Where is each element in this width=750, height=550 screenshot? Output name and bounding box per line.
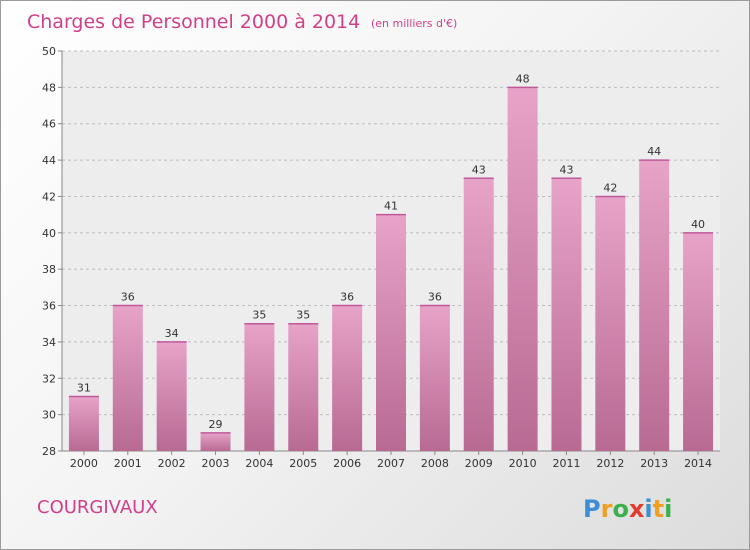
- logo-letter: t: [653, 495, 664, 523]
- y-tick-label: 50: [42, 45, 56, 58]
- commune-name: COURGIVAUX: [37, 497, 158, 518]
- logo-letter: o: [612, 495, 629, 523]
- bar-2006: [332, 305, 363, 451]
- value-label-2002: 34: [165, 327, 179, 340]
- x-tick-label-2000: 2000: [70, 457, 98, 470]
- bar-2005: [288, 323, 319, 451]
- y-tick-label: 40: [42, 227, 56, 240]
- x-tick-label-2014: 2014: [684, 457, 712, 470]
- y-tick-label: 30: [42, 409, 56, 422]
- value-label-2012: 42: [603, 181, 617, 194]
- bar-2009: [463, 178, 494, 452]
- bar-2013: [639, 160, 670, 451]
- bar-2014: [683, 232, 714, 451]
- y-tick-label: 44: [42, 154, 56, 167]
- x-tick-label-2004: 2004: [245, 457, 273, 470]
- logo-letter: P: [583, 495, 601, 523]
- y-tick-label: 36: [42, 300, 56, 313]
- value-label-2011: 43: [559, 163, 573, 176]
- y-tick-label: 32: [42, 372, 56, 385]
- bar-2000: [68, 396, 99, 451]
- bar-2004: [244, 323, 275, 451]
- x-tick-label-2005: 2005: [289, 457, 317, 470]
- bar-2003: [200, 432, 231, 451]
- x-tick-label-2002: 2002: [158, 457, 186, 470]
- x-tick-label-2001: 2001: [114, 457, 142, 470]
- logo-letter: x: [629, 495, 645, 523]
- x-tick-label-2011: 2011: [552, 457, 580, 470]
- chart-subtitle: (en milliers d'€): [371, 17, 457, 30]
- y-tick-label: 48: [42, 81, 56, 94]
- value-label-2009: 43: [472, 163, 486, 176]
- y-tick-label: 28: [42, 445, 56, 458]
- y-tick-label: 42: [42, 190, 56, 203]
- x-tick-label-2013: 2013: [640, 457, 668, 470]
- bar-2007: [376, 214, 406, 451]
- bar-2010: [507, 87, 538, 451]
- value-label-2014: 40: [691, 218, 705, 231]
- proxiti-logo: Proxiti: [583, 495, 672, 523]
- bar-2001: [112, 305, 143, 451]
- bar-2002: [156, 341, 187, 451]
- x-tick-label-2012: 2012: [596, 457, 624, 470]
- logo-letter: i: [664, 495, 672, 523]
- bar-2012: [595, 196, 626, 451]
- x-tick-label-2010: 2010: [509, 457, 537, 470]
- x-tick-label-2009: 2009: [465, 457, 493, 470]
- x-tick-label-2003: 2003: [202, 457, 230, 470]
- y-tick-label: 34: [42, 336, 56, 349]
- x-tick-label-2007: 2007: [377, 457, 405, 470]
- value-label-2001: 36: [121, 291, 135, 304]
- value-label-2013: 44: [647, 145, 661, 158]
- value-label-2008: 36: [428, 291, 442, 304]
- x-tick-label-2006: 2006: [333, 457, 361, 470]
- value-label-2006: 36: [340, 291, 354, 304]
- value-label-2005: 35: [296, 309, 310, 322]
- x-tick-label-2008: 2008: [421, 457, 449, 470]
- value-label-2007: 41: [384, 200, 398, 213]
- value-label-2003: 29: [209, 418, 223, 431]
- logo-letter: i: [644, 495, 652, 523]
- bar-2011: [551, 178, 582, 452]
- value-label-2010: 48: [516, 72, 530, 85]
- chart-title: Charges de Personnel 2000 à 2014: [27, 11, 360, 33]
- logo-letter: r: [601, 495, 613, 523]
- y-tick-label: 46: [42, 118, 56, 131]
- value-label-2000: 31: [77, 381, 91, 394]
- value-label-2004: 35: [252, 309, 266, 322]
- bar-2008: [419, 305, 450, 451]
- y-tick-label: 38: [42, 263, 56, 276]
- bars: 31 36 34 29 35 35 36 41 36 43 48 43 42 44 40: [68, 72, 714, 452]
